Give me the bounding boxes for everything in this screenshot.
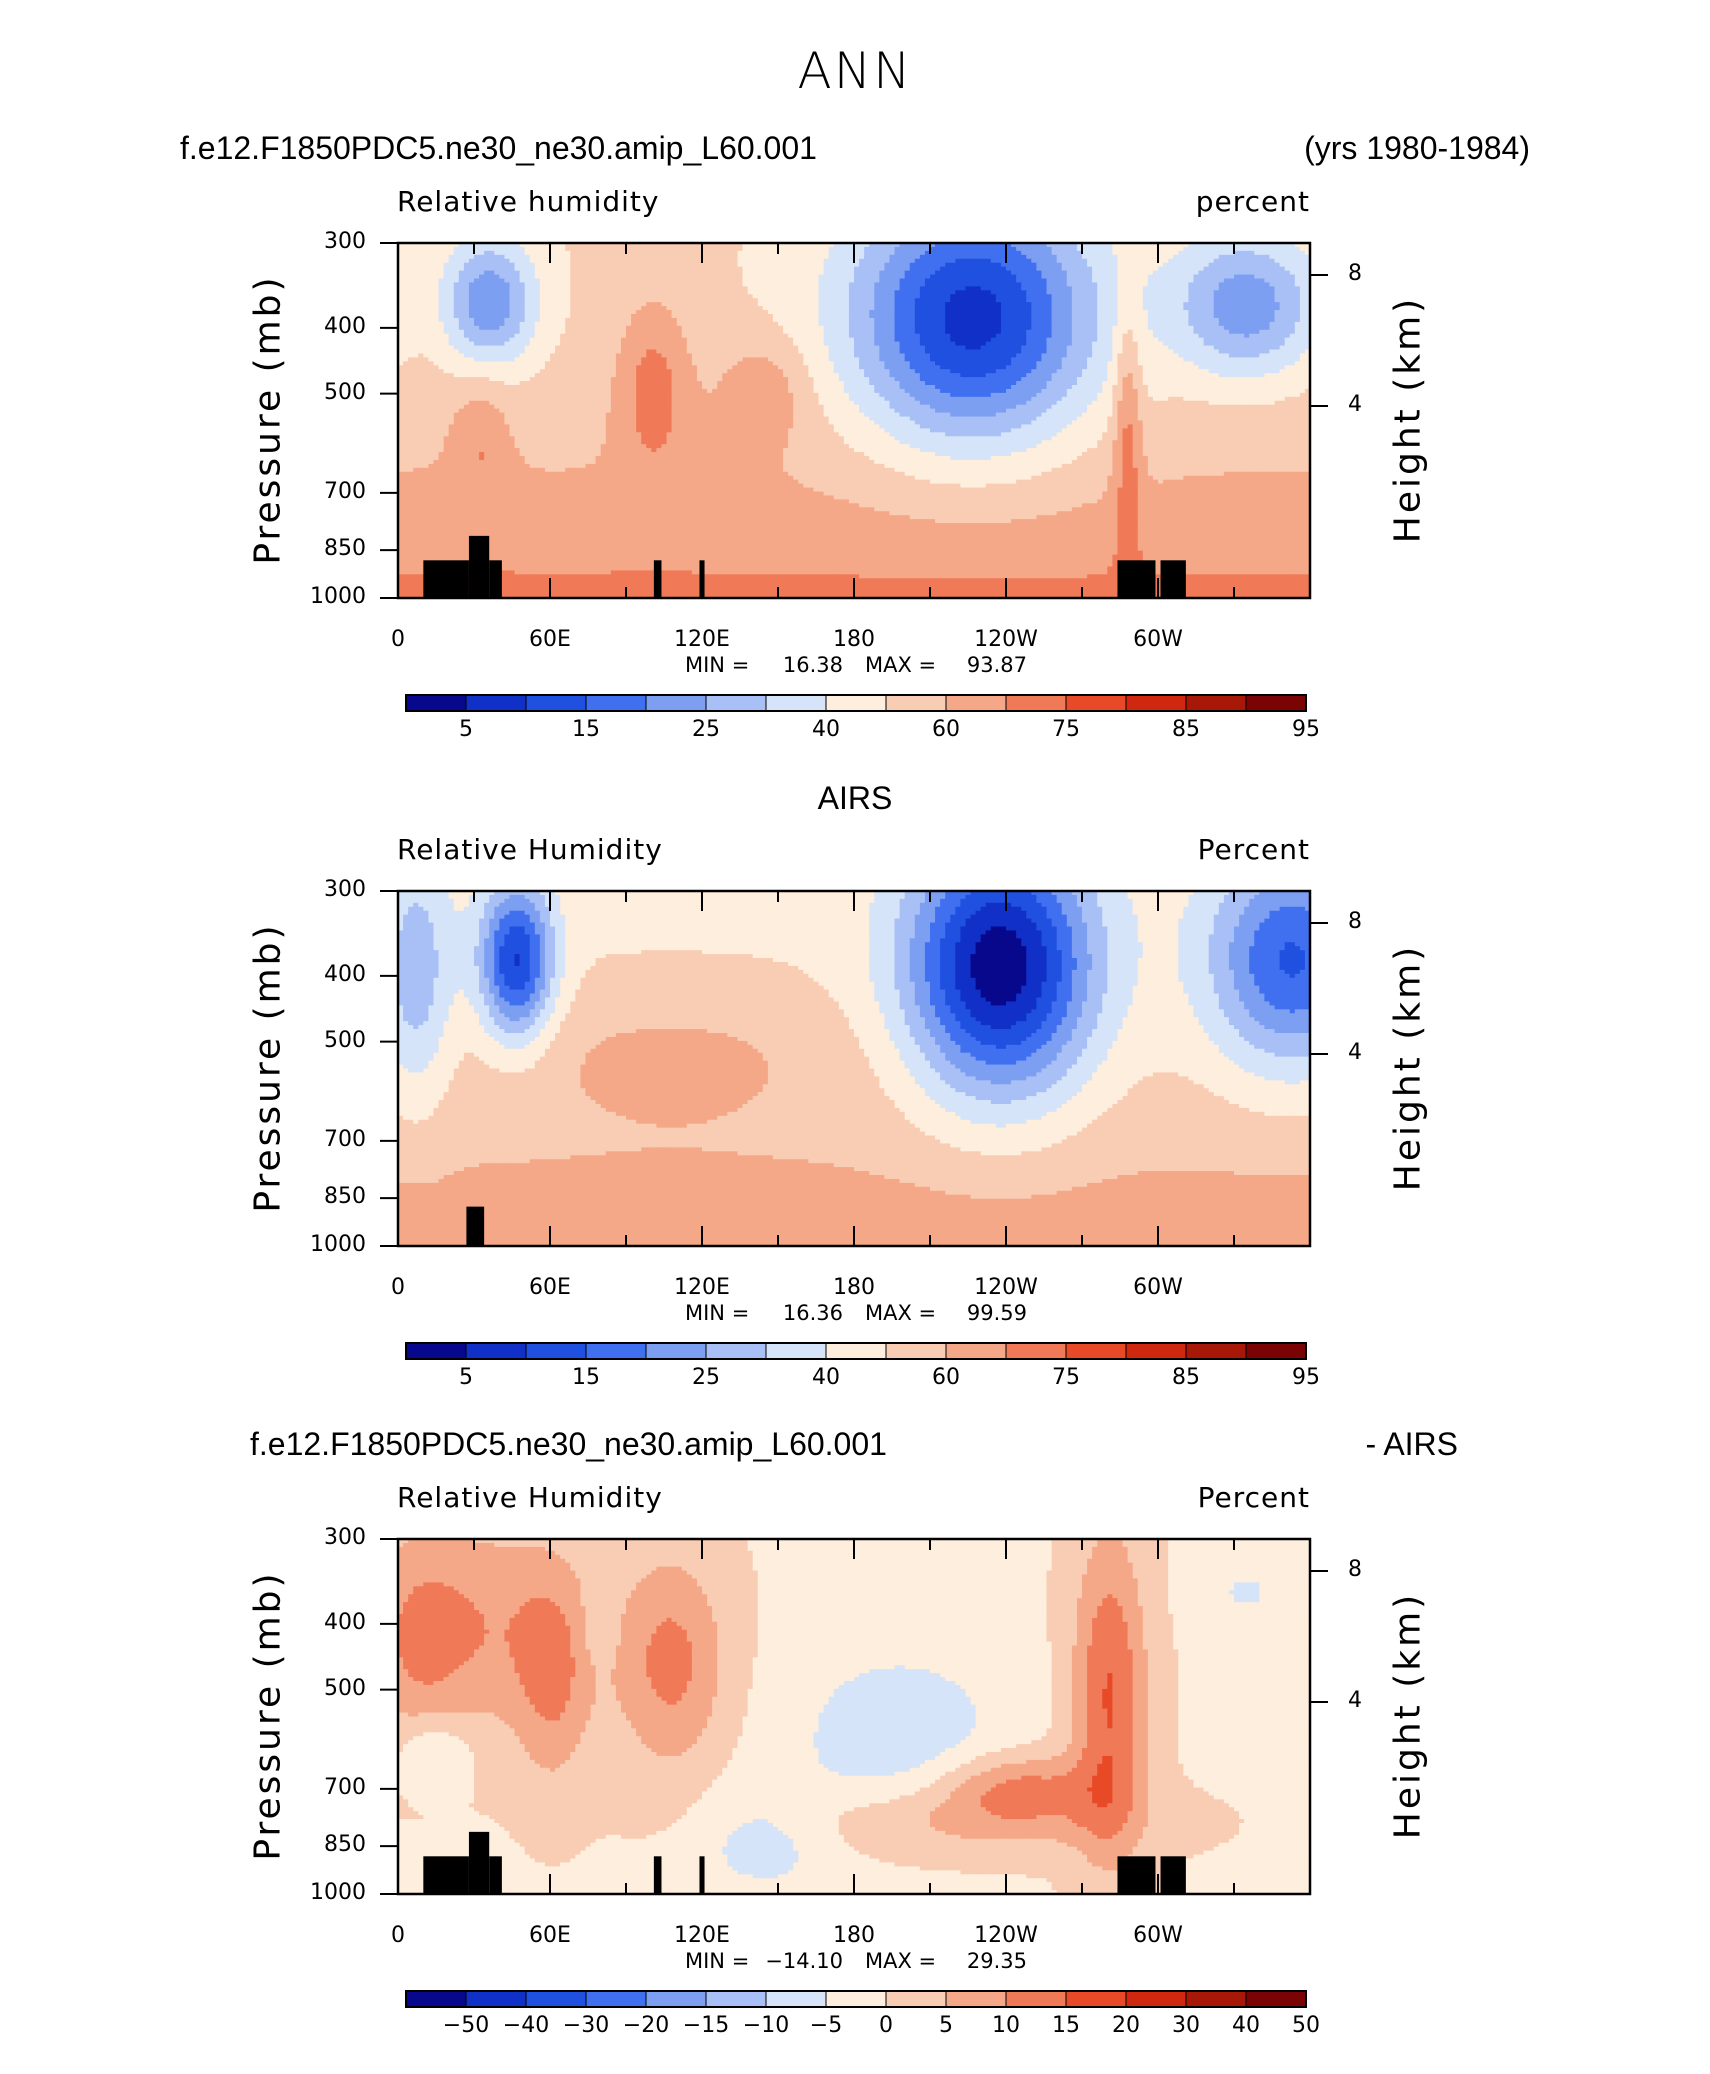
y-tick-label: 500 [300, 1676, 366, 1701]
colorbar-label: 25 [666, 717, 746, 742]
colorbar-swatch [825, 1990, 887, 2008]
colorbar-swatch [525, 1990, 587, 2008]
x-tick-label: 0 [348, 1275, 448, 1300]
height-tick-label: 4 [1348, 392, 1362, 417]
variable-name: Relative humidity [397, 185, 659, 218]
terrain-block [466, 1206, 485, 1246]
max-value: 93.87 [935, 653, 1027, 677]
contour-field [398, 1539, 1311, 1895]
terrain-block [468, 1831, 490, 1894]
min-label: MIN = [685, 653, 749, 677]
colorbar-swatch [1005, 1990, 1067, 2008]
x-tick-label: 180 [804, 1923, 904, 1948]
colorbar-label: 95 [1266, 717, 1346, 742]
colorbar-label: 15 [546, 717, 626, 742]
x-tick-label: 120W [956, 627, 1056, 652]
panel-title-right: (yrs 1980-1984) [1304, 130, 1530, 167]
min-value: −14.10 [755, 1949, 843, 1973]
colorbar-swatch [945, 1990, 1007, 2008]
colorbar-swatch [765, 1990, 827, 2008]
x-tick-label: 180 [804, 1275, 904, 1300]
variable-name: Relative Humidity [397, 833, 663, 866]
min-value: 16.38 [755, 653, 843, 677]
x-tick-label: 120E [652, 1275, 752, 1300]
topography-mask [423, 535, 1186, 598]
colorbar-label: 50 [1266, 2013, 1346, 2038]
x-tick-label: 60W [1108, 627, 1208, 652]
colorbar [405, 694, 1307, 712]
colorbar-label: 85 [1146, 717, 1226, 742]
y-tick-label: 700 [300, 1775, 366, 1800]
height-tick-label: 4 [1348, 1688, 1362, 1713]
x-tick-label: 180 [804, 627, 904, 652]
x-tick-label: 120W [956, 1923, 1056, 1948]
colorbar-label: 75 [1026, 717, 1106, 742]
y-tick-label: 1000 [300, 1880, 366, 1905]
y-right-axis-label: Height (km) [1388, 1565, 1429, 1865]
terrain-block [489, 1856, 502, 1894]
x-tick-label: 60E [500, 1275, 600, 1300]
contour-field [398, 891, 1311, 1247]
max-label: MAX = [865, 1949, 936, 1973]
terrain-block [468, 535, 490, 598]
colorbar-swatch [585, 1990, 647, 2008]
units-label: percent [1196, 185, 1310, 218]
x-tick-label: 0 [348, 1923, 448, 1948]
colorbar [405, 1990, 1307, 2008]
colorbar-swatch [645, 1990, 707, 2008]
colorbar-swatch [1185, 1990, 1247, 2008]
y-tick-label: 400 [300, 314, 366, 339]
figure-title: ANN [0, 42, 1710, 100]
colorbar-label: 40 [786, 717, 866, 742]
min-label: MIN = [685, 1949, 749, 1973]
terrain-block [489, 560, 502, 598]
terrain-block [1117, 560, 1156, 598]
terrain-block [653, 1856, 662, 1894]
height-tick-label: 8 [1348, 261, 1362, 286]
terrain-block [423, 560, 469, 598]
height-tick-label: 8 [1348, 1557, 1362, 1582]
colorbar-swatch [405, 1990, 467, 2008]
terrain-block [423, 1856, 469, 1894]
y-tick-label: 500 [300, 380, 366, 405]
y-axis-label: Pressure (mb) [248, 1555, 289, 1875]
x-tick-label: 60E [500, 627, 600, 652]
y-tick-label: 1000 [300, 584, 366, 609]
y-tick-label: 300 [300, 1525, 366, 1550]
panel-title-left: f.e12.F1850PDC5.ne30_ne30.amip_L60.001 [180, 130, 817, 167]
terrain-block [1117, 1856, 1156, 1894]
y-tick-label: 700 [300, 479, 366, 504]
x-tick-label: 120E [652, 1923, 752, 1948]
terrain-block [1160, 560, 1186, 598]
x-tick-label: 60E [500, 1923, 600, 1948]
max-value: 29.35 [935, 1949, 1027, 1973]
x-tick-label: 120W [956, 1275, 1056, 1300]
panel-title-center: AIRS [0, 780, 1710, 817]
x-tick-label: 0 [348, 627, 448, 652]
terrain-block [1160, 1856, 1186, 1894]
colorbar-swatch [465, 1990, 527, 2008]
y-tick-label: 850 [300, 536, 366, 561]
colorbar-swatch [885, 1990, 947, 2008]
colorbar-swatch [1245, 1990, 1307, 2008]
max-label: MAX = [865, 653, 936, 677]
colorbar-label: 5 [426, 717, 506, 742]
units-label: Percent [1198, 833, 1310, 866]
colorbar-swatch [1065, 1990, 1127, 2008]
y-tick-label: 300 [300, 229, 366, 254]
y-tick-label: 850 [300, 1832, 366, 1857]
colorbar-swatch [705, 1990, 767, 2008]
colorbar-label: 60 [906, 717, 986, 742]
contour-field [398, 243, 1311, 599]
x-tick-label: 60W [1108, 1923, 1208, 1948]
y-tick-label: 400 [300, 1610, 366, 1635]
topography-mask [466, 1206, 485, 1246]
colorbar [405, 1342, 1307, 1360]
terrain-block [653, 560, 662, 598]
colorbar-swatch [1125, 1990, 1187, 2008]
x-tick-label: 120E [652, 627, 752, 652]
